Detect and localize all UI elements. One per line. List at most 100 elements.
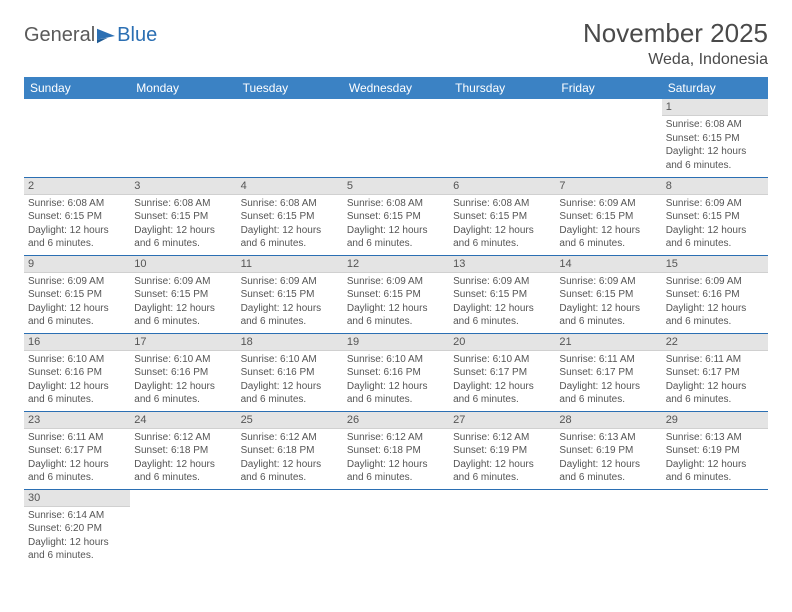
calendar-head: SundayMondayTuesdayWednesdayThursdayFrid…	[24, 77, 768, 99]
calendar-cell: 22Sunrise: 6:11 AMSunset: 6:17 PMDayligh…	[662, 333, 768, 411]
day-number: 23	[24, 412, 130, 429]
column-header: Thursday	[449, 77, 555, 99]
calendar-cell: 27Sunrise: 6:12 AMSunset: 6:19 PMDayligh…	[449, 411, 555, 489]
day-number: 30	[24, 490, 130, 507]
day-details: Sunrise: 6:13 AMSunset: 6:19 PMDaylight:…	[555, 429, 661, 489]
calendar-cell: 23Sunrise: 6:11 AMSunset: 6:17 PMDayligh…	[24, 411, 130, 489]
calendar-cell: ..	[24, 99, 130, 177]
logo: General Blue	[24, 18, 157, 47]
column-header: Friday	[555, 77, 661, 99]
day-number: 9	[24, 256, 130, 273]
day-number: 28	[555, 412, 661, 429]
calendar-cell: ..	[662, 489, 768, 567]
day-details: Sunrise: 6:09 AMSunset: 6:15 PMDaylight:…	[237, 273, 343, 333]
calendar-week: 2Sunrise: 6:08 AMSunset: 6:15 PMDaylight…	[24, 177, 768, 255]
calendar-cell: 16Sunrise: 6:10 AMSunset: 6:16 PMDayligh…	[24, 333, 130, 411]
page-header: General Blue November 2025 Weda, Indones…	[24, 18, 768, 69]
calendar-table: SundayMondayTuesdayWednesdayThursdayFrid…	[24, 77, 768, 567]
day-details: Sunrise: 6:13 AMSunset: 6:19 PMDaylight:…	[662, 429, 768, 489]
day-number: 19	[343, 334, 449, 351]
day-details: Sunrise: 6:11 AMSunset: 6:17 PMDaylight:…	[555, 351, 661, 411]
day-details: Sunrise: 6:08 AMSunset: 6:15 PMDaylight:…	[237, 195, 343, 255]
calendar-cell: ..	[237, 489, 343, 567]
day-details: Sunrise: 6:10 AMSunset: 6:16 PMDaylight:…	[130, 351, 236, 411]
day-number: 29	[662, 412, 768, 429]
day-number: 17	[130, 334, 236, 351]
day-details: Sunrise: 6:11 AMSunset: 6:17 PMDaylight:…	[24, 429, 130, 489]
calendar-cell: ..	[449, 489, 555, 567]
day-number: 16	[24, 334, 130, 351]
day-details: Sunrise: 6:10 AMSunset: 6:17 PMDaylight:…	[449, 351, 555, 411]
day-details: Sunrise: 6:08 AMSunset: 6:15 PMDaylight:…	[130, 195, 236, 255]
calendar-cell: 7Sunrise: 6:09 AMSunset: 6:15 PMDaylight…	[555, 177, 661, 255]
day-details: Sunrise: 6:12 AMSunset: 6:19 PMDaylight:…	[449, 429, 555, 489]
calendar-week: 9Sunrise: 6:09 AMSunset: 6:15 PMDaylight…	[24, 255, 768, 333]
day-number: 15	[662, 256, 768, 273]
calendar-cell: 11Sunrise: 6:09 AMSunset: 6:15 PMDayligh…	[237, 255, 343, 333]
calendar-cell: 20Sunrise: 6:10 AMSunset: 6:17 PMDayligh…	[449, 333, 555, 411]
day-details: Sunrise: 6:11 AMSunset: 6:17 PMDaylight:…	[662, 351, 768, 411]
day-details: Sunrise: 6:12 AMSunset: 6:18 PMDaylight:…	[130, 429, 236, 489]
calendar-cell: 10Sunrise: 6:09 AMSunset: 6:15 PMDayligh…	[130, 255, 236, 333]
calendar-cell: 12Sunrise: 6:09 AMSunset: 6:15 PMDayligh…	[343, 255, 449, 333]
calendar-cell: 4Sunrise: 6:08 AMSunset: 6:15 PMDaylight…	[237, 177, 343, 255]
day-details: Sunrise: 6:08 AMSunset: 6:15 PMDaylight:…	[24, 195, 130, 255]
day-number: 4	[237, 178, 343, 195]
calendar-cell: 5Sunrise: 6:08 AMSunset: 6:15 PMDaylight…	[343, 177, 449, 255]
calendar-cell: 9Sunrise: 6:09 AMSunset: 6:15 PMDaylight…	[24, 255, 130, 333]
day-number: 26	[343, 412, 449, 429]
day-details: Sunrise: 6:12 AMSunset: 6:18 PMDaylight:…	[343, 429, 449, 489]
column-header: Saturday	[662, 77, 768, 99]
title-block: November 2025 Weda, Indonesia	[583, 18, 768, 69]
day-number: 12	[343, 256, 449, 273]
day-number: 20	[449, 334, 555, 351]
day-details: Sunrise: 6:09 AMSunset: 6:15 PMDaylight:…	[662, 195, 768, 255]
day-details: Sunrise: 6:10 AMSunset: 6:16 PMDaylight:…	[24, 351, 130, 411]
day-number: 2	[24, 178, 130, 195]
day-details: Sunrise: 6:12 AMSunset: 6:18 PMDaylight:…	[237, 429, 343, 489]
calendar-cell: 28Sunrise: 6:13 AMSunset: 6:19 PMDayligh…	[555, 411, 661, 489]
calendar-cell: 6Sunrise: 6:08 AMSunset: 6:15 PMDaylight…	[449, 177, 555, 255]
day-number: 21	[555, 334, 661, 351]
calendar-body: ............ 1Sunrise: 6:08 AMSunset: 6:1…	[24, 99, 768, 567]
day-details: Sunrise: 6:08 AMSunset: 6:15 PMDaylight:…	[343, 195, 449, 255]
calendar-cell: 3Sunrise: 6:08 AMSunset: 6:15 PMDaylight…	[130, 177, 236, 255]
day-number: 3	[130, 178, 236, 195]
day-number: 25	[237, 412, 343, 429]
calendar-cell: 19Sunrise: 6:10 AMSunset: 6:16 PMDayligh…	[343, 333, 449, 411]
day-details: Sunrise: 6:09 AMSunset: 6:16 PMDaylight:…	[662, 273, 768, 333]
calendar-cell: 15Sunrise: 6:09 AMSunset: 6:16 PMDayligh…	[662, 255, 768, 333]
day-details: Sunrise: 6:08 AMSunset: 6:15 PMDaylight:…	[662, 116, 768, 176]
day-details: Sunrise: 6:09 AMSunset: 6:15 PMDaylight:…	[130, 273, 236, 333]
location-label: Weda, Indonesia	[583, 51, 768, 69]
calendar-cell: 26Sunrise: 6:12 AMSunset: 6:18 PMDayligh…	[343, 411, 449, 489]
day-number: 22	[662, 334, 768, 351]
calendar-cell: ..	[343, 489, 449, 567]
calendar-week: 30Sunrise: 6:14 AMSunset: 6:20 PMDayligh…	[24, 489, 768, 567]
logo-text-blue: Blue	[117, 24, 157, 47]
calendar-cell: 17Sunrise: 6:10 AMSunset: 6:16 PMDayligh…	[130, 333, 236, 411]
calendar-cell: ..	[449, 99, 555, 177]
day-details: Sunrise: 6:09 AMSunset: 6:15 PMDaylight:…	[555, 195, 661, 255]
day-details: Sunrise: 6:09 AMSunset: 6:15 PMDaylight:…	[343, 273, 449, 333]
column-header: Monday	[130, 77, 236, 99]
day-number: 5	[343, 178, 449, 195]
calendar-cell: 24Sunrise: 6:12 AMSunset: 6:18 PMDayligh…	[130, 411, 236, 489]
calendar-cell: ..	[130, 99, 236, 177]
column-header: Sunday	[24, 77, 130, 99]
logo-text-general: General	[24, 24, 95, 47]
day-number: 10	[130, 256, 236, 273]
day-number: 27	[449, 412, 555, 429]
day-number: 8	[662, 178, 768, 195]
calendar-cell: 2Sunrise: 6:08 AMSunset: 6:15 PMDaylight…	[24, 177, 130, 255]
month-title: November 2025	[583, 18, 768, 49]
calendar-cell: 8Sunrise: 6:09 AMSunset: 6:15 PMDaylight…	[662, 177, 768, 255]
day-number: 11	[237, 256, 343, 273]
calendar-cell: 18Sunrise: 6:10 AMSunset: 6:16 PMDayligh…	[237, 333, 343, 411]
calendar-cell: 21Sunrise: 6:11 AMSunset: 6:17 PMDayligh…	[555, 333, 661, 411]
calendar-cell: 1Sunrise: 6:08 AMSunset: 6:15 PMDaylight…	[662, 99, 768, 177]
column-header: Wednesday	[343, 77, 449, 99]
calendar-cell: 14Sunrise: 6:09 AMSunset: 6:15 PMDayligh…	[555, 255, 661, 333]
calendar-week: 16Sunrise: 6:10 AMSunset: 6:16 PMDayligh…	[24, 333, 768, 411]
calendar-cell: 30Sunrise: 6:14 AMSunset: 6:20 PMDayligh…	[24, 489, 130, 567]
